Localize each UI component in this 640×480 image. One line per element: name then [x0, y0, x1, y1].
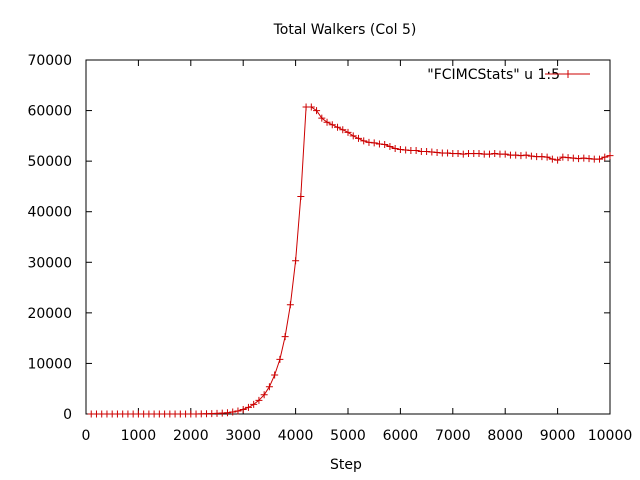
- data-point: [485, 150, 493, 158]
- data-point: [548, 155, 556, 163]
- data-point: [428, 148, 436, 156]
- data-point: [260, 391, 268, 399]
- x-tick-label: 10000: [588, 428, 633, 444]
- legend: "FCIMCStats" u 1:5: [427, 67, 590, 83]
- x-tick-label: 2000: [173, 428, 209, 444]
- data-point: [522, 151, 530, 159]
- x-tick-label: 3000: [225, 428, 261, 444]
- data-point: [281, 333, 289, 341]
- data-point: [543, 153, 551, 161]
- y-tick-label: 0: [63, 407, 72, 423]
- data-point: [229, 408, 237, 416]
- data-point: [601, 153, 609, 161]
- data-point: [580, 154, 588, 162]
- data-point: [527, 152, 535, 160]
- y-tick-label: 20000: [27, 306, 72, 322]
- data-point: [354, 134, 362, 142]
- data-point: [475, 150, 483, 158]
- data-point: [559, 153, 567, 161]
- data-point: [318, 114, 326, 122]
- y-tick-label: 30000: [27, 255, 72, 271]
- data-point: [250, 400, 258, 408]
- x-tick-label: 8000: [487, 428, 523, 444]
- x-axis-ticks: 0 1000 2000 3000 4000 5000 6000 7000 8000 9000 100…: [82, 60, 633, 444]
- data-point: [255, 396, 263, 404]
- data-point: [339, 126, 347, 134]
- legend-entry-marker: [564, 70, 572, 78]
- data-point: [360, 137, 368, 145]
- data-point: [396, 146, 404, 154]
- chart-title: Total Walkers (Col 5): [273, 22, 417, 38]
- data-point: [491, 150, 499, 158]
- legend-entry-label: "FCIMCStats" u 1:5: [427, 67, 560, 83]
- data-point: [292, 257, 300, 265]
- y-tick-label: 50000: [27, 154, 72, 170]
- data-point: [517, 152, 525, 160]
- x-tick-label: 5000: [330, 428, 366, 444]
- y-tick-label: 70000: [27, 53, 72, 69]
- y-tick-label: 40000: [27, 205, 72, 221]
- data-point: [412, 147, 420, 155]
- x-axis-label: Step: [330, 457, 362, 473]
- data-point: [344, 128, 352, 136]
- data-point: [501, 150, 509, 158]
- data-point: [554, 156, 562, 164]
- data-point: [265, 383, 273, 391]
- data-point: [454, 150, 462, 158]
- data-point: [512, 151, 520, 159]
- plot-frame: [85, 59, 611, 415]
- data-point: [349, 132, 357, 140]
- data-point: [365, 138, 373, 146]
- data-point: [569, 154, 577, 162]
- y-axis-ticks: 0 10000 20000 30000 40000 50000 60000 70000: [27, 53, 610, 423]
- data-point: [606, 152, 614, 160]
- series-layer: [87, 103, 614, 418]
- data-point: [286, 301, 294, 309]
- data-point: [391, 145, 399, 152]
- data-point: [423, 148, 431, 156]
- data-point: [459, 150, 467, 158]
- x-tick-label: 7000: [435, 428, 471, 444]
- y-tick-label: 10000: [27, 356, 72, 372]
- data-point: [564, 154, 572, 162]
- x-tick-label: 6000: [383, 428, 419, 444]
- data-point: [297, 193, 305, 201]
- x-tick-label: 1000: [121, 428, 157, 444]
- data-point: [575, 155, 583, 163]
- data-point: [239, 405, 247, 413]
- data-point: [244, 403, 252, 411]
- data-point: [334, 123, 342, 131]
- data-point: [585, 155, 593, 163]
- data-point: [234, 407, 242, 415]
- data-point: [381, 140, 389, 148]
- data-point: [538, 153, 546, 161]
- x-tick-label: 4000: [278, 428, 314, 444]
- data-point: [370, 139, 378, 147]
- data-point: [323, 118, 331, 126]
- data-point: [307, 103, 315, 111]
- data-point: [402, 146, 410, 154]
- series-line: [91, 106, 611, 415]
- data-point: [328, 121, 336, 129]
- data-point: [596, 155, 604, 163]
- data-point: [276, 355, 284, 363]
- data-point: [313, 107, 321, 115]
- x-tick-label: 0: [82, 428, 91, 444]
- data-point: [271, 371, 279, 379]
- y-tick-label: 60000: [27, 104, 72, 120]
- data-point: [375, 140, 383, 148]
- data-point: [444, 149, 452, 157]
- data-point: [386, 142, 394, 150]
- data-point: [223, 409, 231, 417]
- data-point: [433, 149, 441, 157]
- x-tick-label: 9000: [540, 428, 576, 444]
